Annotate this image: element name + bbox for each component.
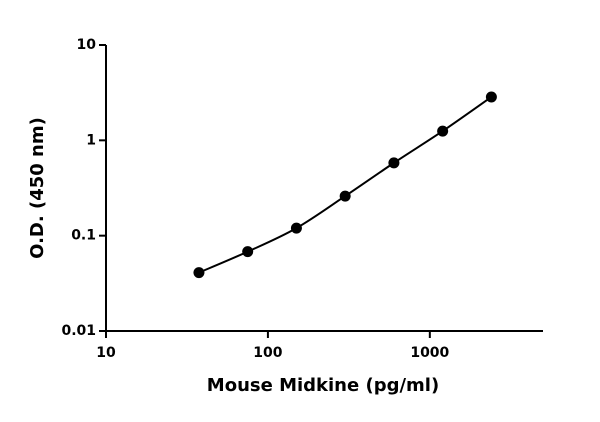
y-axis-title: O.D. (450 nm): [27, 117, 48, 259]
data-point: [437, 125, 449, 137]
x-tick-label: 1000: [410, 345, 449, 361]
y-tick-label: 10: [77, 37, 97, 53]
fit-curve: [198, 96, 492, 274]
y-tick-label: 0.1: [71, 228, 96, 244]
data-point: [193, 267, 205, 279]
x-tick-label: 100: [253, 345, 282, 361]
data-point: [339, 190, 351, 202]
x-tick-label: 10: [96, 345, 116, 361]
data-point: [485, 91, 497, 103]
data-point: [242, 246, 254, 258]
x-axis-title: Mouse Midkine (pg/ml): [207, 375, 439, 396]
data-point: [388, 157, 400, 169]
y-tick-label: 0.01: [61, 323, 96, 339]
y-tick-label: 1: [86, 132, 96, 148]
data-point: [290, 222, 302, 234]
